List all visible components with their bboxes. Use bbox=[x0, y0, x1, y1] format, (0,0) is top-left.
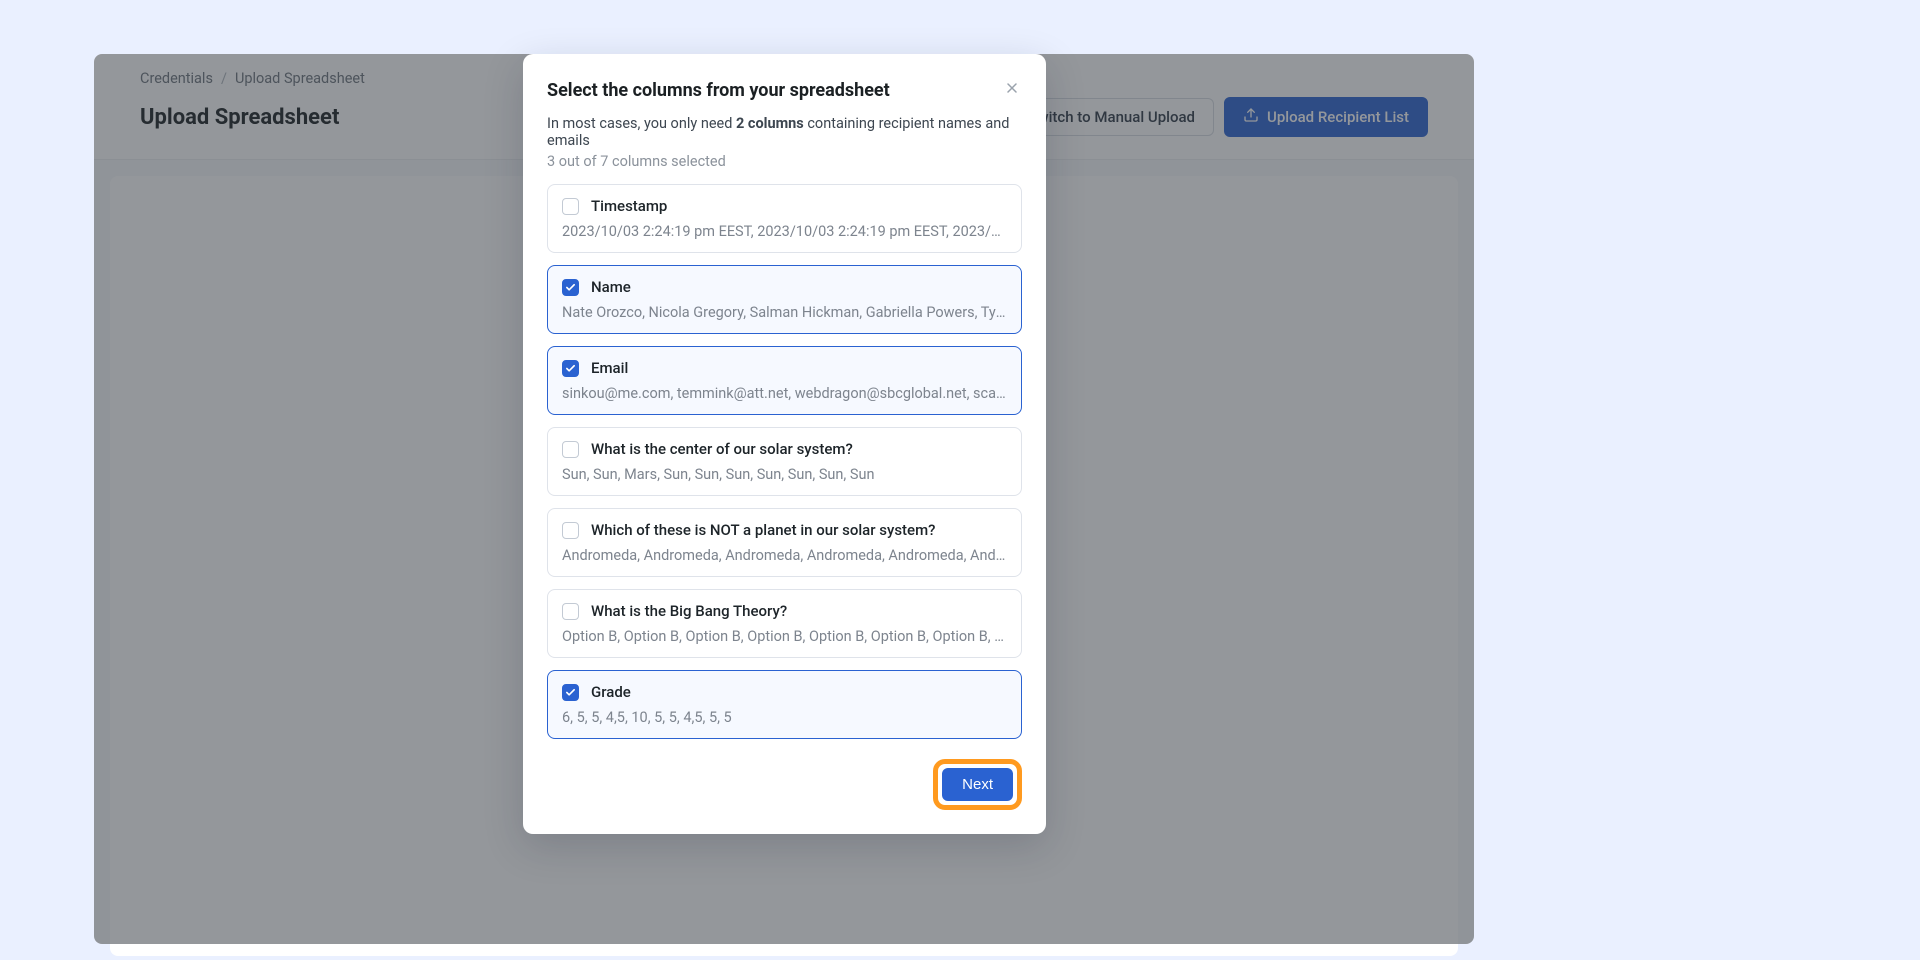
column-option[interactable]: Email sinkou@me.com, temmink@att.net, web… bbox=[547, 346, 1022, 415]
column-preview: Option B, Option B, Option B, Option B, … bbox=[562, 628, 1007, 645]
column-name: What is the center of our solar system? bbox=[591, 440, 853, 458]
column-option[interactable]: What is the Big Bang Theory? Option B, Op… bbox=[547, 589, 1022, 658]
column-name: Timestamp bbox=[591, 197, 667, 215]
column-checkbox[interactable] bbox=[562, 279, 579, 296]
column-name: Which of these is NOT a planet in our so… bbox=[591, 521, 935, 539]
column-list: Timestamp 2023/10/03 2:24:19 pm EEST, 202… bbox=[547, 184, 1022, 739]
column-preview: Sun, Sun, Mars, Sun, Sun, Sun, Sun, Sun,… bbox=[562, 466, 1007, 483]
column-preview: 2023/10/03 2:24:19 pm EEST, 2023/10/03 2… bbox=[562, 223, 1007, 240]
column-name: Name bbox=[591, 278, 631, 296]
column-option-header: What is the Big Bang Theory? bbox=[562, 602, 1007, 620]
next-button[interactable]: Next bbox=[942, 768, 1013, 801]
column-preview: 6, 5, 5, 4,5, 10, 5, 5, 4,5, 5, 5 bbox=[562, 709, 1007, 726]
column-checkbox[interactable] bbox=[562, 522, 579, 539]
column-option-header: What is the center of our solar system? bbox=[562, 440, 1007, 458]
close-button[interactable] bbox=[1002, 80, 1022, 100]
modal-header: Select the columns from your spreadsheet bbox=[547, 80, 1022, 101]
modal-title: Select the columns from your spreadsheet bbox=[547, 80, 1002, 101]
column-option[interactable]: What is the center of our solar system? S… bbox=[547, 427, 1022, 496]
column-option-header: Timestamp bbox=[562, 197, 1007, 215]
column-checkbox[interactable] bbox=[562, 441, 579, 458]
column-option[interactable]: Timestamp 2023/10/03 2:24:19 pm EEST, 202… bbox=[547, 184, 1022, 253]
column-preview: Andromeda, Andromeda, Andromeda, Androme… bbox=[562, 547, 1007, 564]
column-name: What is the Big Bang Theory? bbox=[591, 602, 787, 620]
column-option-header: Which of these is NOT a planet in our so… bbox=[562, 521, 1007, 539]
selection-count: 3 out of 7 columns selected bbox=[547, 153, 1022, 170]
column-option[interactable]: Grade 6, 5, 5, 4,5, 10, 5, 5, 4,5, 5, 5 bbox=[547, 670, 1022, 739]
column-option[interactable]: Which of these is NOT a planet in our so… bbox=[547, 508, 1022, 577]
column-checkbox[interactable] bbox=[562, 198, 579, 215]
column-select-modal: Select the columns from your spreadsheet… bbox=[523, 54, 1046, 834]
column-name: Grade bbox=[591, 683, 631, 701]
modal-instructions: In most cases, you only need 2 columns c… bbox=[547, 115, 1022, 149]
modal-footer: Next bbox=[547, 759, 1022, 810]
modal-instructions-pre: In most cases, you only need bbox=[547, 115, 736, 132]
modal-instructions-bold: 2 columns bbox=[736, 115, 804, 132]
column-preview: sinkou@me.com, temmink@att.net, webdrago… bbox=[562, 385, 1007, 402]
column-preview: Nate Orozco, Nicola Gregory, Salman Hick… bbox=[562, 304, 1007, 321]
column-checkbox[interactable] bbox=[562, 684, 579, 701]
next-button-highlight-ring: Next bbox=[933, 759, 1022, 810]
column-option[interactable]: Name Nate Orozco, Nicola Gregory, Salman … bbox=[547, 265, 1022, 334]
column-option-header: Name bbox=[562, 278, 1007, 296]
column-option-header: Email bbox=[562, 359, 1007, 377]
column-checkbox[interactable] bbox=[562, 603, 579, 620]
close-icon bbox=[1004, 80, 1020, 100]
column-option-header: Grade bbox=[562, 683, 1007, 701]
column-checkbox[interactable] bbox=[562, 360, 579, 377]
column-name: Email bbox=[591, 359, 628, 377]
